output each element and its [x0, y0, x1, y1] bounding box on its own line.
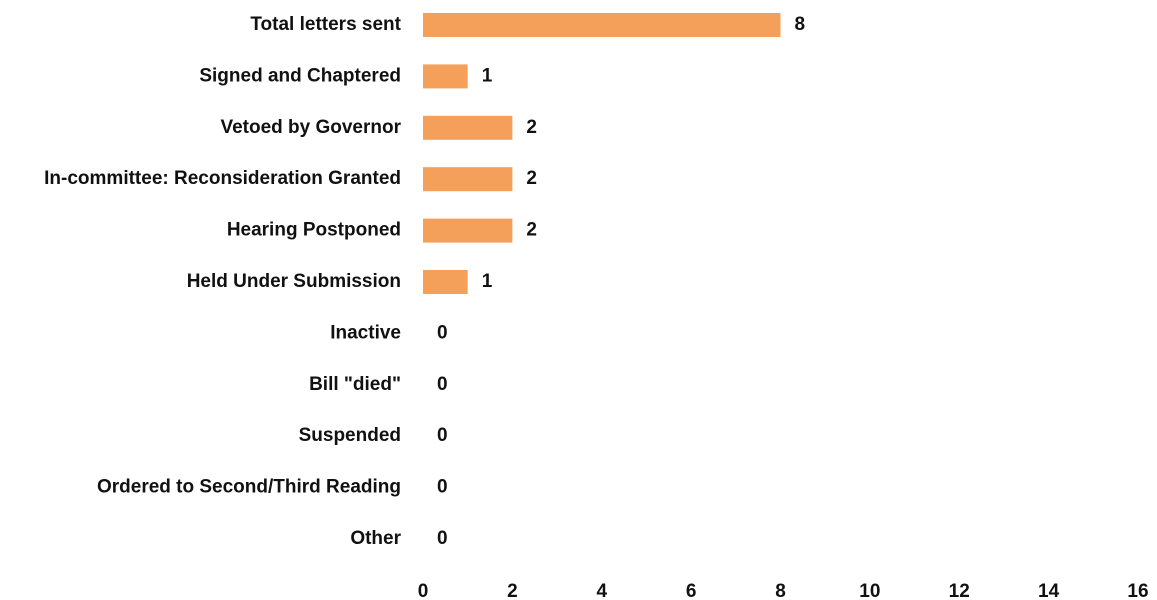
- x-tick-label: 12: [949, 581, 970, 600]
- category-label: In-committee: Reconsideration Granted: [44, 168, 401, 189]
- category-label: Hearing Postponed: [227, 220, 401, 241]
- category-label: Inactive: [330, 322, 401, 343]
- category-label: Vetoed by Governor: [220, 117, 401, 138]
- data-label: 1: [482, 65, 493, 86]
- value-labels: 8 1 2 2 2 1 0 0 0 0 0: [437, 14, 805, 549]
- x-tick-label: 8: [775, 581, 786, 600]
- category-labels: Total letters sent Signed and Chaptered Ve…: [44, 14, 402, 549]
- data-label: 1: [482, 271, 493, 292]
- x-tick-label: 4: [596, 581, 607, 600]
- category-label: Suspended: [299, 425, 401, 446]
- data-label: 0: [437, 374, 448, 395]
- category-label: Other: [350, 528, 401, 549]
- data-label: 2: [526, 117, 537, 138]
- bar: [423, 270, 468, 294]
- data-label: 0: [437, 425, 448, 446]
- x-tick-label: 6: [686, 581, 697, 600]
- bars-group: [423, 13, 781, 294]
- category-label: Ordered to Second/Third Reading: [97, 477, 401, 498]
- x-tick-label: 0: [418, 581, 429, 600]
- data-label: 8: [795, 14, 806, 35]
- category-label: Signed and Chaptered: [199, 65, 401, 86]
- x-tick-label: 14: [1038, 581, 1060, 600]
- category-label: Total letters sent: [250, 14, 401, 35]
- x-tick-label: 10: [859, 581, 880, 600]
- bar: [423, 64, 468, 89]
- category-label: Held Under Submission: [187, 271, 401, 292]
- bar: [423, 13, 781, 37]
- bar: [423, 167, 513, 192]
- x-axis-tick-labels: 0 2 4 6 8 10 12 14 16: [418, 581, 1149, 600]
- data-label: 0: [437, 528, 448, 549]
- x-tick-label: 2: [507, 581, 518, 600]
- data-label: 0: [437, 322, 448, 343]
- bar: [423, 218, 513, 243]
- x-tick-label: 16: [1127, 581, 1148, 600]
- category-label: Bill "died": [309, 374, 401, 395]
- data-label: 2: [526, 168, 537, 189]
- bar: [423, 115, 513, 140]
- data-label: 0: [437, 477, 448, 498]
- data-label: 2: [526, 220, 537, 241]
